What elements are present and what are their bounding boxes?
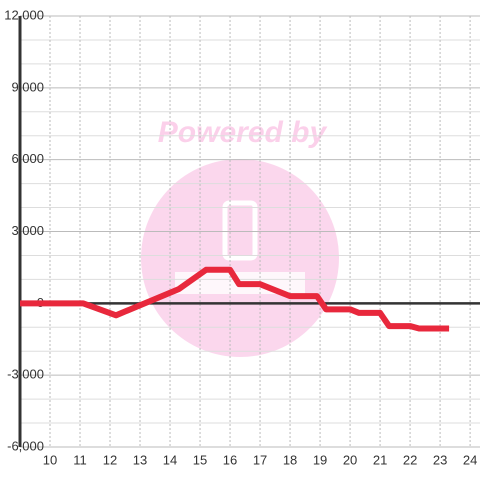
y-tick-label: -6,000 [7, 438, 44, 453]
y-tick-label: -3,000 [7, 367, 44, 382]
x-tick-label: 24 [463, 452, 477, 467]
x-tick-label: 23 [433, 452, 447, 467]
y-tick-label: 9,000 [11, 79, 44, 94]
watermark-text: Powered by [158, 116, 328, 149]
series-line [20, 266, 450, 332]
y-tick-label: 6,000 [11, 151, 44, 166]
y-tick-label: 12,000 [4, 7, 44, 22]
x-tick-label: 13 [133, 452, 147, 467]
x-tick-label: 10 [43, 452, 57, 467]
y-tick-label: 3,000 [11, 223, 44, 238]
x-tick-label: 19 [313, 452, 327, 467]
x-tick-label: 18 [283, 452, 297, 467]
x-tick-label: 11 [73, 452, 87, 467]
x-tick-label: 16 [223, 452, 237, 467]
x-tick-label: 21 [373, 452, 387, 467]
x-tick-label: 22 [403, 452, 417, 467]
x-tick-label: 15 [193, 452, 207, 467]
x-tick-label: 14 [163, 452, 177, 467]
x-tick-label: 17 [253, 452, 267, 467]
x-tick-label: 12 [103, 452, 117, 467]
x-tick-label: 20 [343, 452, 357, 467]
